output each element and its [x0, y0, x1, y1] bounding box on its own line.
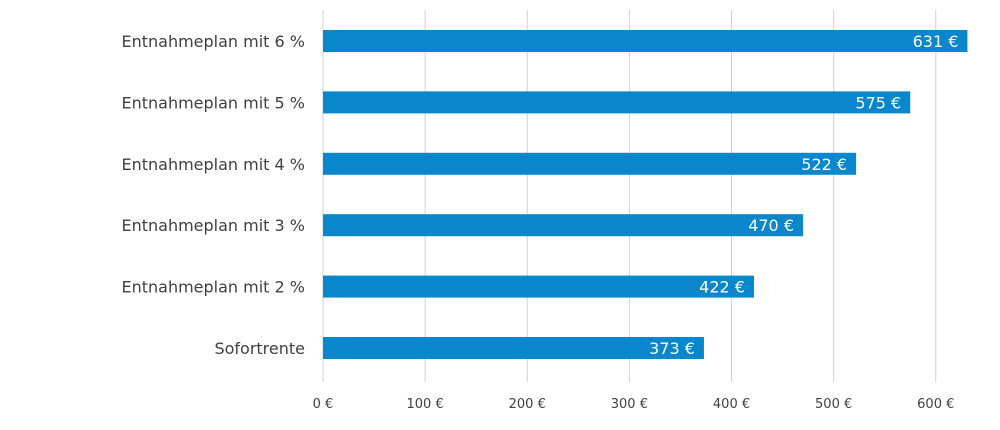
- x-tick-label: 200 €: [509, 397, 546, 412]
- gridlines: [322, 10, 937, 382]
- category-label: Sofortrente: [214, 339, 305, 358]
- bar: [323, 275, 754, 298]
- x-tick-label: 600 €: [917, 397, 954, 412]
- category-label: Entnahmeplan mit 3 %: [121, 216, 305, 235]
- x-tick-label: 500 €: [815, 397, 852, 412]
- bars: 631 € 575 € 522 € 470 € 422 € 373 €: [323, 30, 968, 359]
- x-tick-label: 0 €: [313, 397, 334, 412]
- bar: [323, 337, 704, 359]
- bar-value-label: 522 €: [801, 155, 847, 174]
- bar: [323, 30, 968, 52]
- x-tick-label: 300 €: [611, 397, 648, 412]
- category-label: Entnahmeplan mit 2 %: [121, 278, 305, 297]
- bar-value-label: 373 €: [649, 339, 695, 358]
- bar-value-label: 631 €: [913, 32, 959, 51]
- bar: [323, 91, 911, 114]
- category-label: Entnahmeplan mit 4 %: [121, 155, 305, 174]
- category-label: Entnahmeplan mit 6 %: [121, 32, 305, 51]
- x-axis-tick-labels: 0 € 100 € 200 € 300 € 400 € 500 € 600 €: [313, 397, 955, 412]
- bar: [323, 152, 857, 175]
- bar-value-label: 470 €: [748, 216, 794, 235]
- x-tick-label: 400 €: [713, 397, 750, 412]
- bar-value-label: 575 €: [855, 93, 901, 112]
- category-label: Entnahmeplan mit 5 %: [121, 93, 305, 112]
- category-labels: Entnahmeplan mit 6 % Entnahmeplan mit 5 %…: [121, 32, 305, 358]
- x-tick-label: 100 €: [407, 397, 444, 412]
- bar-value-label: 422 €: [699, 278, 745, 297]
- bar: [323, 214, 804, 237]
